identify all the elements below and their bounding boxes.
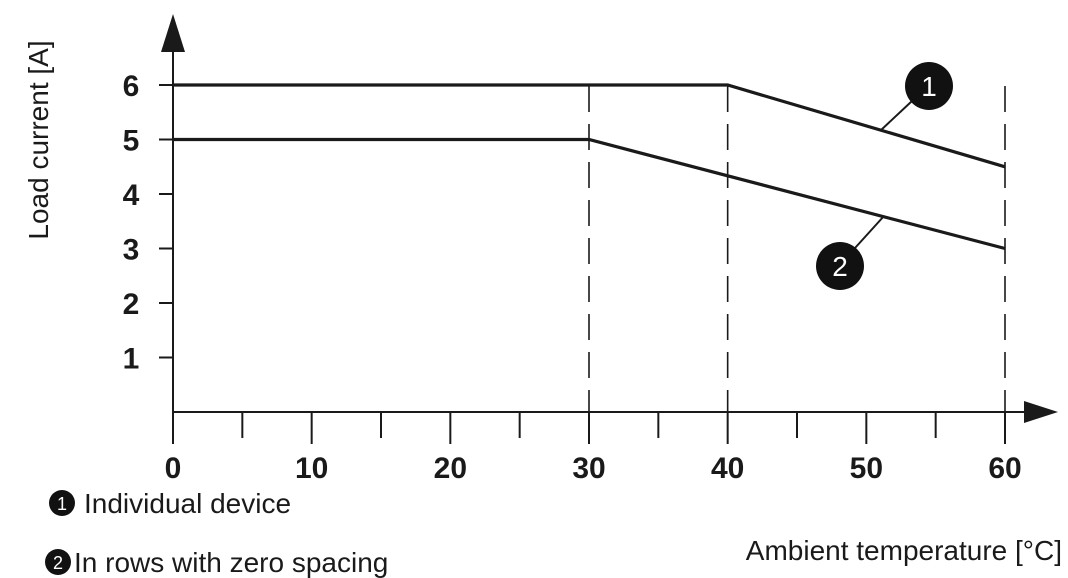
series-2-marker: 2	[816, 215, 885, 290]
legend-item-2: 2 In rows with zero spacing	[45, 547, 388, 578]
x-axis-arrow	[1024, 401, 1058, 423]
reference-lines	[588, 86, 1006, 412]
legend-item-2-number: 2	[53, 553, 63, 573]
legend-item-1: 1 Individual device	[49, 488, 291, 519]
x-tick-label-50: 50	[850, 452, 883, 485]
y-tick-label-2: 2	[123, 288, 140, 321]
series-1-marker: 1	[879, 62, 953, 132]
y-tick-label-1: 1	[123, 343, 140, 376]
legend: 1 Individual device 2 In rows with zero …	[45, 488, 388, 578]
series-1-marker-number: 1	[921, 71, 937, 102]
x-tick-label-30: 30	[572, 452, 605, 485]
x-tick-label-60: 60	[988, 452, 1021, 485]
x-tick-label-20: 20	[434, 452, 467, 485]
y-axis-arrow	[161, 14, 185, 52]
y-axis-label: Load current [A]	[23, 40, 54, 239]
x-axis-label: Ambient temperature [°C]	[746, 535, 1062, 566]
series-2-line	[173, 137, 1006, 251]
x-tick-label-10: 10	[295, 452, 328, 485]
y-tick-label-4: 4	[123, 179, 140, 212]
legend-item-1-label: Individual device	[84, 488, 291, 519]
axes	[161, 14, 1058, 423]
y-tick-label-3: 3	[123, 234, 140, 267]
series-1-line	[173, 83, 1006, 169]
x-tick-label-0: 0	[165, 452, 182, 485]
series-2-marker-number: 2	[832, 251, 848, 282]
y-tick-label-5: 5	[123, 125, 140, 158]
x-tick-label-40: 40	[711, 452, 744, 485]
series-lines	[173, 83, 1006, 251]
legend-item-1-number: 1	[57, 494, 67, 514]
legend-item-2-label: In rows with zero spacing	[74, 547, 388, 578]
y-tick-label-6: 6	[123, 70, 140, 103]
